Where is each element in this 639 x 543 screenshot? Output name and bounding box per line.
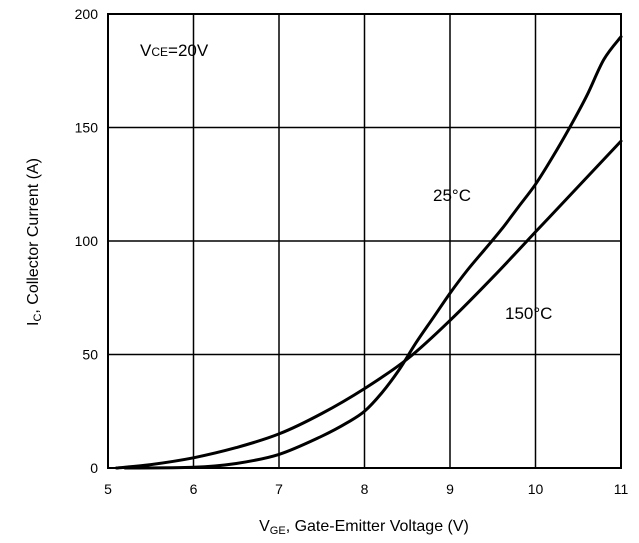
x-tick-label: 8	[361, 481, 369, 497]
series-labels: 25°C 150°C	[433, 186, 552, 323]
y-tick-label: 100	[75, 233, 99, 249]
series-line-25c	[125, 37, 621, 468]
grid-lines	[108, 14, 621, 468]
x-axis-label-suffix: , Gate-Emitter Voltage (V)	[286, 518, 469, 535]
vce-annotation-suffix: =20V	[168, 41, 209, 60]
y-axis-label-suffix: , Collector Current (A)	[25, 158, 42, 314]
x-axis-label-main: V	[259, 518, 270, 535]
series-label-25c: 25°C	[433, 186, 471, 205]
x-tick-label: 9	[446, 481, 454, 497]
series-lines	[117, 37, 622, 468]
y-axis-label: IC, Collector Current (A)	[25, 158, 44, 326]
y-tick-label: 0	[90, 460, 98, 476]
x-tick-label: 6	[190, 481, 198, 497]
y-tick-label: 200	[75, 6, 99, 22]
x-tick-label: 11	[614, 481, 629, 497]
x-axis-label: VGE, Gate-Emitter Voltage (V)	[259, 518, 469, 537]
x-tick-label: 7	[275, 481, 283, 497]
y-tick-label: 150	[75, 120, 99, 136]
y-tick-labels: 0 50 100 150 200	[75, 6, 99, 476]
x-tick-label: 10	[528, 481, 544, 497]
y-tick-label: 50	[82, 347, 98, 363]
vce-annotation-main: V	[140, 41, 152, 60]
y-axis-label-sub: C	[32, 314, 44, 322]
x-axis-label-sub: GE	[270, 525, 286, 537]
x-tick-label: 5	[104, 481, 112, 497]
vce-annotation-sub: CE	[151, 45, 168, 59]
series-label-150c: 150°C	[505, 304, 552, 323]
x-tick-labels: 5 6 7 8 9 10 11	[104, 481, 628, 497]
vce-annotation: VCE=20V	[140, 41, 209, 60]
